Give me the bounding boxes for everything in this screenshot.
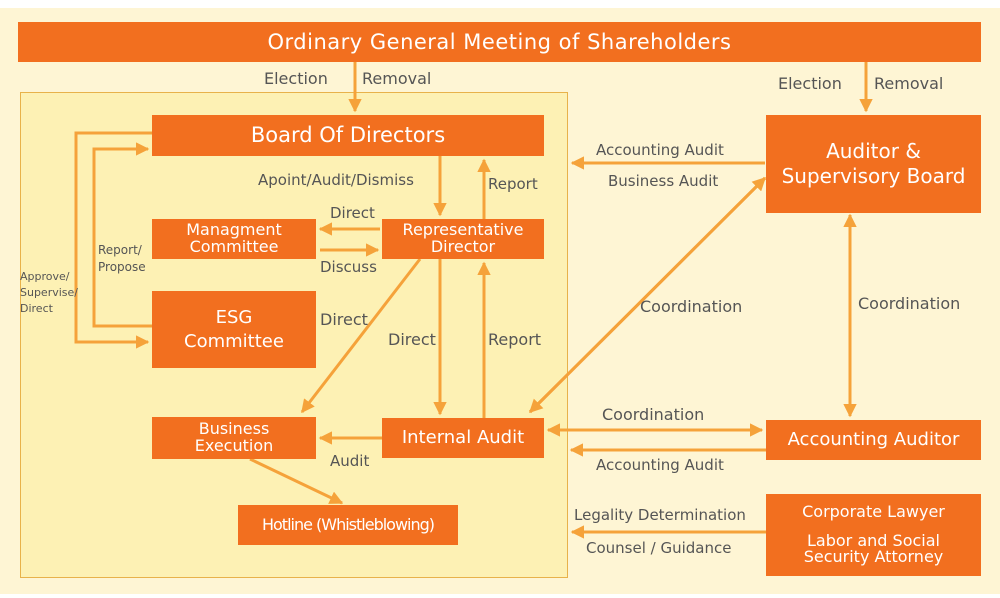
label-legality-determination: Legality Determination <box>574 506 746 524</box>
label-business-audit: Business Audit <box>608 172 719 190</box>
label-audit: Audit <box>330 452 370 470</box>
label-direct-down: Direct <box>388 330 436 349</box>
corporate-lawyer-box: Corporate Lawyer Labor and Social Securi… <box>766 494 981 576</box>
arrow-report-propose <box>92 142 152 328</box>
label-coordination-horizontal: Coordination <box>602 405 705 424</box>
business-execution-box: Business Execution <box>152 417 316 459</box>
representative-director-box: Representative Director <box>382 219 544 259</box>
arrow-coordination-diag-2 <box>528 176 767 414</box>
label-report-top: Report <box>488 175 538 193</box>
label-report-propose: Report/ Propose <box>98 243 146 274</box>
arrow-business-hotline <box>249 457 344 505</box>
management-committee-box: Managment Committee <box>152 219 316 259</box>
label-coordination-vertical: Coordination <box>858 294 961 313</box>
label-direct-mgmt: Direct <box>330 204 375 222</box>
label-removal-right: Removal <box>874 74 944 93</box>
label-approve-supervise-direct: Approve/ Supervise/ Direct <box>20 270 78 315</box>
hotline-box: Hotline (Whistleblowing) <box>238 505 458 545</box>
arrow-direct-business <box>300 258 422 414</box>
label-appoint-audit-dismiss: Apoint/Audit/Dismiss <box>258 171 414 189</box>
label-discuss: Discuss <box>320 258 377 276</box>
label-coordination-diagonal: Coordination <box>640 297 743 316</box>
label-direct-esg: Direct <box>320 310 368 329</box>
board-of-directors-box: Board Of Directors <box>152 115 544 156</box>
label-election-right: Election <box>778 74 842 93</box>
label-accounting-audit-top: Accounting Audit <box>596 141 724 159</box>
auditor-supervisory-board-box: Auditor & Supervisory Board <box>766 115 981 213</box>
accounting-auditor-box: Accounting Auditor <box>766 420 981 460</box>
label-report-up: Report <box>488 330 542 349</box>
arrow-approve-supervise <box>74 131 152 349</box>
label-accounting-audit-bottom: Accounting Audit <box>596 456 724 474</box>
label-removal-left: Removal <box>362 69 432 88</box>
shareholders-box: Ordinary General Meeting of Shareholders <box>18 22 981 62</box>
label-counsel-guidance: Counsel / Guidance <box>586 539 732 557</box>
internal-audit-box: Internal Audit <box>382 418 544 458</box>
esg-committee-box: ESG Committee <box>152 291 316 368</box>
label-election-left: Election <box>264 69 328 88</box>
